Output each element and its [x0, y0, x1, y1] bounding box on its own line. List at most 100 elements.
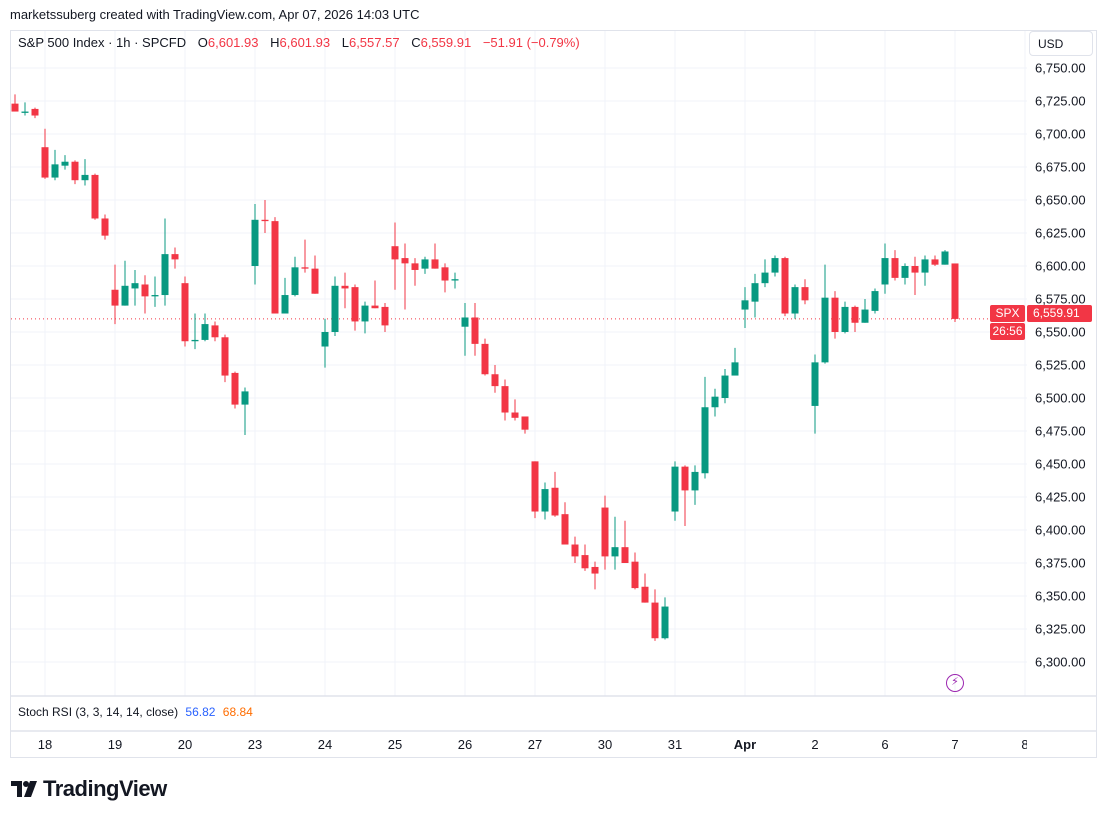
candle-body [891, 258, 899, 278]
candle-up [731, 347, 739, 376]
close-label: C [411, 35, 421, 50]
candle-body [871, 291, 879, 311]
candle-down [381, 302, 389, 332]
candle-body [321, 332, 329, 347]
candle-body [701, 407, 709, 474]
candle-body [251, 219, 259, 266]
candle-body [751, 283, 759, 302]
candle-body [311, 268, 319, 294]
stoch-k-value: 56.82 [185, 705, 216, 719]
candle-down [101, 214, 109, 240]
candle-up [721, 368, 729, 404]
candle-body [881, 258, 889, 285]
candle-body [621, 547, 629, 563]
candle-up [61, 155, 69, 170]
candle-down [401, 243, 409, 310]
candle-body [231, 372, 239, 405]
candle-body [441, 267, 449, 281]
candle-body [351, 287, 359, 322]
logo-wordmark: TradingView [43, 776, 167, 801]
open-value: 6,601.93 [207, 35, 259, 50]
candle-down [631, 552, 639, 590]
candle-body [821, 297, 829, 363]
candle-up [811, 354, 819, 434]
candle-body [521, 416, 529, 430]
candle-down [441, 263, 449, 293]
low-label: L [341, 35, 349, 50]
candle-body [141, 284, 149, 297]
candle-body [731, 362, 739, 376]
candle-body [71, 161, 79, 181]
candle-body [721, 375, 729, 398]
candle-up [661, 597, 669, 640]
candle-body [761, 272, 769, 284]
indicator-name[interactable]: Stoch RSI (3, 3, 14, 14, close) [18, 705, 179, 719]
candle-body [21, 111, 29, 113]
candle-up [751, 273, 759, 318]
chart-frame[interactable] [10, 30, 1097, 758]
candle-body [381, 306, 389, 326]
candle-up [451, 272, 459, 289]
candle-down [951, 263, 959, 323]
candle-body [461, 317, 469, 327]
candle-up [21, 102, 29, 116]
candle-body [771, 258, 779, 273]
candle-body [271, 221, 279, 314]
date-tick-label: 2 [811, 737, 818, 752]
candle-body [861, 309, 869, 323]
candle-down [261, 200, 269, 233]
candle-body [421, 259, 429, 269]
candle-down [641, 573, 649, 603]
candle-body [281, 295, 289, 314]
candle-down [681, 465, 689, 527]
candle-up [611, 516, 619, 570]
candle-body [491, 374, 499, 387]
candle-body [201, 324, 209, 340]
candle-down [601, 495, 609, 570]
candle-body [741, 300, 749, 310]
candle-up [281, 277, 289, 314]
price-tick-label: 6,450.00 [1035, 457, 1086, 472]
lightning-icon[interactable]: ⚡︎ [946, 674, 964, 692]
candle-down [491, 365, 499, 393]
candle-up [241, 387, 249, 435]
candle-down [301, 239, 309, 273]
candle-down [851, 305, 859, 332]
candle-body [581, 555, 589, 569]
candle-body [301, 267, 309, 269]
symbol-legend: S&P 500 Index · 1h · SPCFD O6,601.93 H6,… [18, 35, 580, 50]
tradingview-logo[interactable]: TradingView [11, 776, 167, 802]
candle-down [41, 128, 49, 179]
symbol-title[interactable]: S&P 500 Index · 1h · SPCFD [18, 35, 187, 50]
candle-up [191, 313, 199, 350]
candle-body [631, 561, 639, 589]
currency-button[interactable]: USD [1029, 31, 1093, 56]
candle-down [481, 338, 489, 376]
candle-body [901, 266, 909, 278]
candle-body [131, 283, 139, 289]
price-tick-label: 6,325.00 [1035, 622, 1086, 637]
candle-body [121, 285, 129, 306]
candle-down [71, 160, 79, 185]
candle-body [451, 279, 459, 281]
candle-body [921, 259, 929, 273]
candle-body [11, 103, 19, 112]
price-tick-label: 6,750.00 [1035, 61, 1086, 76]
change-value: −51.91 (−0.79%) [482, 35, 580, 50]
candle-body [601, 507, 609, 557]
candle-down [31, 107, 39, 119]
date-tick-label: Apr [734, 737, 756, 752]
candle-down [11, 94, 19, 112]
candle-up [201, 313, 209, 342]
candle-body [471, 317, 479, 344]
candle-down [501, 379, 509, 421]
candle-up [921, 255, 929, 286]
symbol-price-tag: SPX [990, 305, 1025, 322]
candle-body [411, 263, 419, 270]
price-tick-label: 6,350.00 [1035, 589, 1086, 604]
candle-body [681, 466, 689, 491]
price-tick-label: 6,475.00 [1035, 424, 1086, 439]
candle-body [661, 606, 669, 639]
candle-down [891, 250, 899, 281]
